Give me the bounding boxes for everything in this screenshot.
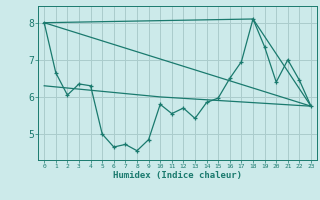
X-axis label: Humidex (Indice chaleur): Humidex (Indice chaleur) bbox=[113, 171, 242, 180]
